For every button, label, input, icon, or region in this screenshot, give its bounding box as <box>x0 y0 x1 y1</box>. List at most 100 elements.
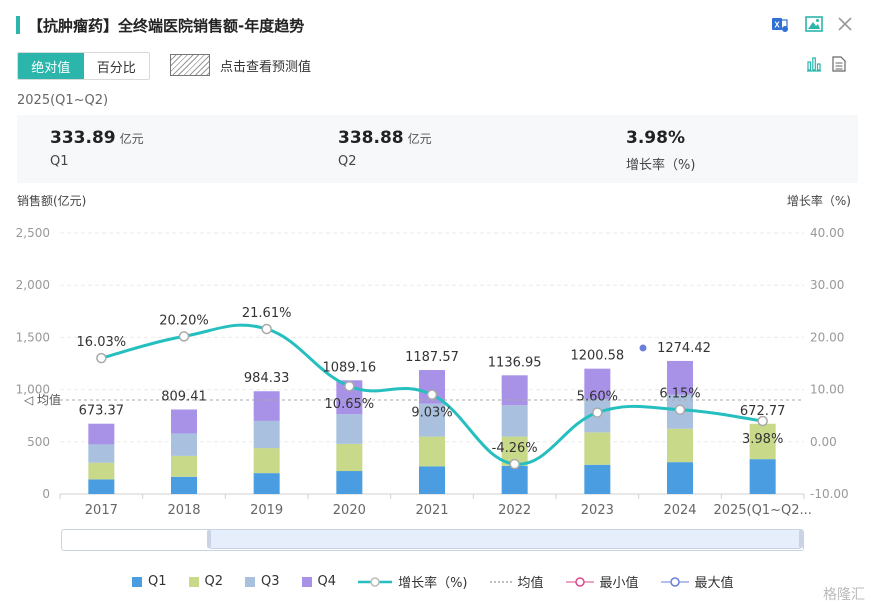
total-label: 809.41 <box>161 389 207 404</box>
summary-q2: 338.88 亿元 Q2 <box>338 128 432 169</box>
y-tick-label: 1,500 <box>16 330 50 344</box>
summary-panel <box>17 115 858 183</box>
y2-tick-label: 10.00 <box>810 383 844 397</box>
chart-title: 【抗肿瘤药】全终端医院销售额-年度趋势 <box>28 17 305 35</box>
legend-q4-swatch <box>301 576 312 587</box>
title-accent-bar <box>16 16 20 34</box>
bar-q1 <box>749 459 776 494</box>
summary-q1-value: 333.89 <box>50 128 116 148</box>
legend-q2-swatch <box>188 576 199 587</box>
total-label: 1089.16 <box>322 360 376 375</box>
y-axis-title: 销售额(亿元) <box>17 194 87 208</box>
tab-absolute[interactable]: 绝对值 <box>18 53 84 79</box>
x-tick-label: 2024 <box>663 503 696 518</box>
legend-q4[interactable]: Q4 <box>301 574 337 589</box>
bar-q1 <box>667 462 693 494</box>
excel-export-icon[interactable]: X <box>770 14 790 34</box>
growth-label: 20.20% <box>159 313 209 328</box>
y2-tick-label: 20.00 <box>810 330 844 344</box>
total-label: 1200.58 <box>570 349 624 364</box>
legend-q1[interactable]: Q1 <box>132 574 167 589</box>
bar-q1 <box>419 466 445 494</box>
legend-mean[interactable]: 均值 <box>489 572 544 591</box>
bar-chart-icon[interactable] <box>806 56 822 76</box>
growth-point <box>178 331 190 342</box>
close-icon[interactable] <box>835 14 855 34</box>
svg-text:X: X <box>774 21 780 30</box>
forecast-link[interactable]: 点击查看预测值 <box>220 60 312 75</box>
x-tick-label: 2018 <box>167 503 200 518</box>
summary-q1-unit: 亿元 <box>119 132 144 146</box>
range-slider-selection[interactable] <box>208 529 802 549</box>
bar-q4 <box>667 360 693 395</box>
table-icon[interactable] <box>832 56 846 76</box>
summary-q1-label: Q1 <box>50 154 69 169</box>
value-mode-toggle: 绝对值 百分比 <box>17 52 150 80</box>
summary-q2-label: Q2 <box>338 154 357 169</box>
bar-q2 <box>419 436 445 467</box>
x-tick-label: 2019 <box>250 503 283 518</box>
total-label: 1187.57 <box>405 350 459 365</box>
bar-q3 <box>253 420 280 449</box>
legend-q4-label: Q4 <box>317 574 337 589</box>
legend-mean-label: 均值 <box>517 576 544 591</box>
legend-max[interactable]: 最大值 <box>660 572 734 591</box>
legend-min-label: 最小值 <box>599 576 639 591</box>
growth-point <box>261 323 272 335</box>
total-label: 673.37 <box>79 404 125 419</box>
growth-label: 16.03% <box>77 335 127 350</box>
bar-q3 <box>336 414 363 444</box>
legend-min[interactable]: 最小值 <box>565 572 639 591</box>
bar-q1 <box>88 479 115 494</box>
growth-label: 21.61% <box>242 306 292 321</box>
bar-q4 <box>88 423 115 445</box>
legend-mean-line-icon <box>489 580 512 583</box>
bar-q1 <box>171 476 197 494</box>
x-tick-label: 2021 <box>415 503 448 518</box>
x-tick-label: 2020 <box>333 503 366 518</box>
growth-label: 9.03% <box>411 406 452 421</box>
range-slider-left-handle[interactable] <box>207 530 211 548</box>
bar-q1 <box>501 465 528 494</box>
growth-point <box>509 458 520 470</box>
bar-q2 <box>171 455 197 477</box>
growth-point <box>757 415 768 427</box>
y-tick-label: 2,500 <box>16 226 50 240</box>
y-tick-label: 1,000 <box>16 383 50 397</box>
y2-tick-label: 30.00 <box>810 278 844 292</box>
bar-q1 <box>253 473 280 494</box>
growth-label: -4.26% <box>492 441 538 456</box>
y2-tick-label: 40.00 <box>810 226 844 240</box>
bar-q4 <box>171 409 197 434</box>
tab-percent[interactable]: 百分比 <box>83 53 149 79</box>
growth-point <box>426 389 438 400</box>
bar-q2 <box>336 443 363 472</box>
summary-q2-value: 338.88 <box>338 128 404 148</box>
legend-q3-swatch <box>245 576 256 587</box>
bar-q4 <box>253 391 280 421</box>
y2-tick-label: -10.00 <box>810 487 849 501</box>
x-tick-label: 2022 <box>498 503 531 518</box>
legend-q1-label: Q1 <box>148 574 167 589</box>
y2-axis-title: 增长率（%) <box>786 194 851 208</box>
summary-growth-value: 3.98% <box>626 128 685 148</box>
total-label: 984.33 <box>244 371 290 386</box>
legend-growth[interactable]: 增长率（%) <box>358 572 468 591</box>
image-export-icon[interactable] <box>804 14 824 34</box>
growth-label: 6.15% <box>659 387 700 402</box>
summary-growth: 3.98% 增长率（%) <box>626 128 695 173</box>
legend-q2[interactable]: Q2 <box>188 574 223 589</box>
total-label: 1274.42 <box>657 341 711 356</box>
total-label: 672.77 <box>740 404 786 419</box>
legend-growth-label: 增长率（%) <box>398 576 468 591</box>
bar-q4 <box>584 368 611 399</box>
bar-q1 <box>336 471 363 494</box>
bar-q2 <box>584 432 611 465</box>
legend-q3[interactable]: Q3 <box>245 574 280 589</box>
range-slider-right-handle[interactable] <box>799 530 803 548</box>
growth-point <box>96 352 107 364</box>
total-label: 1136.95 <box>488 355 542 370</box>
y2-tick-label: 0.00 <box>810 435 837 449</box>
forecast-pattern-swatch[interactable] <box>170 54 210 76</box>
